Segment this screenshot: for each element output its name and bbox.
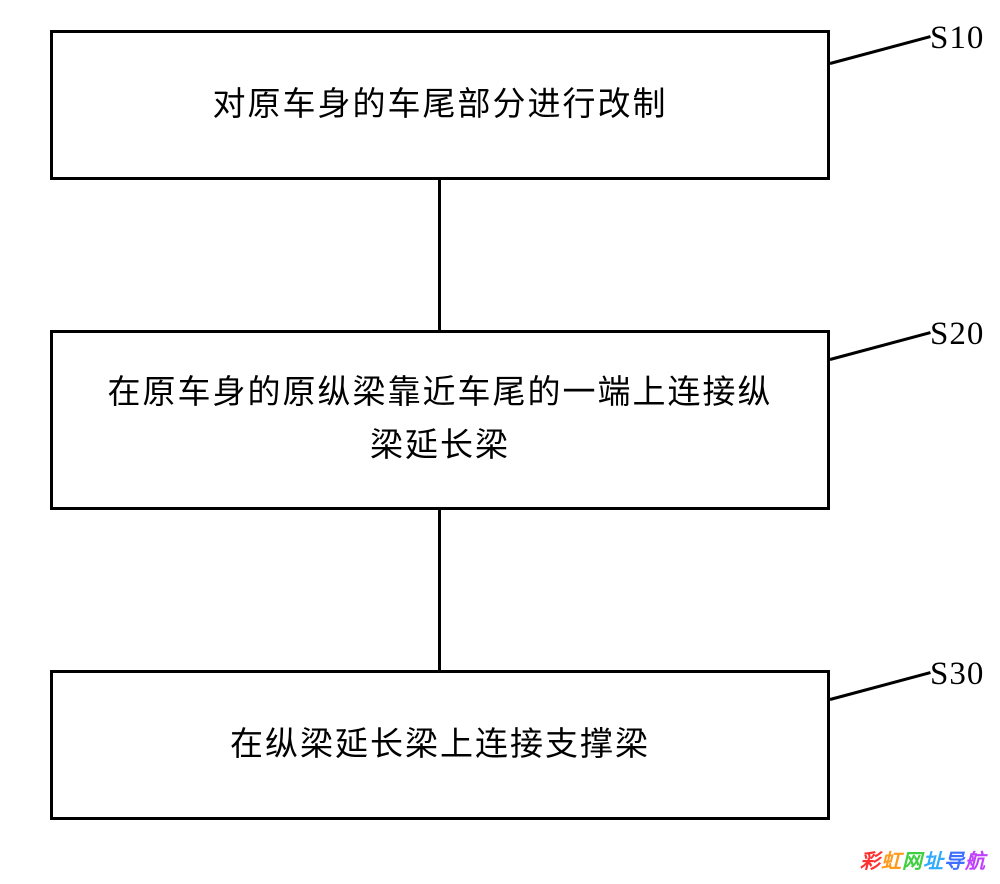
leader-line-s20 bbox=[830, 331, 931, 361]
step-label-s30: S30 bbox=[930, 656, 984, 693]
watermark-char-2: 虹 bbox=[881, 851, 902, 873]
step-text-s20: 在原车身的原纵梁靠近车尾的一端上连接纵梁延长梁 bbox=[93, 367, 787, 473]
watermark-char-1: 彩 bbox=[860, 851, 881, 873]
step-box-s30: 在纵梁延长梁上连接支撑梁 bbox=[50, 670, 830, 820]
watermark-char-6: 航 bbox=[965, 851, 986, 873]
watermark-char-3: 网 bbox=[902, 851, 923, 873]
step-label-s20: S20 bbox=[930, 316, 984, 353]
leader-line-s10 bbox=[830, 35, 931, 65]
watermark-char-5: 导 bbox=[944, 851, 965, 873]
step-text-s10: 对原车身的车尾部分进行改制 bbox=[213, 79, 668, 132]
connector-2 bbox=[438, 510, 441, 670]
step-box-s20: 在原车身的原纵梁靠近车尾的一端上连接纵梁延长梁 bbox=[50, 330, 830, 510]
step-box-s10: 对原车身的车尾部分进行改制 bbox=[50, 30, 830, 180]
watermark-char-4: 址 bbox=[923, 851, 944, 873]
leader-line-s30 bbox=[830, 671, 931, 701]
watermark: 彩虹网址导航 bbox=[860, 845, 986, 874]
step-label-s10: S10 bbox=[930, 20, 984, 57]
connector-1 bbox=[438, 180, 441, 330]
step-text-s30: 在纵梁延长梁上连接支撑梁 bbox=[230, 719, 650, 772]
